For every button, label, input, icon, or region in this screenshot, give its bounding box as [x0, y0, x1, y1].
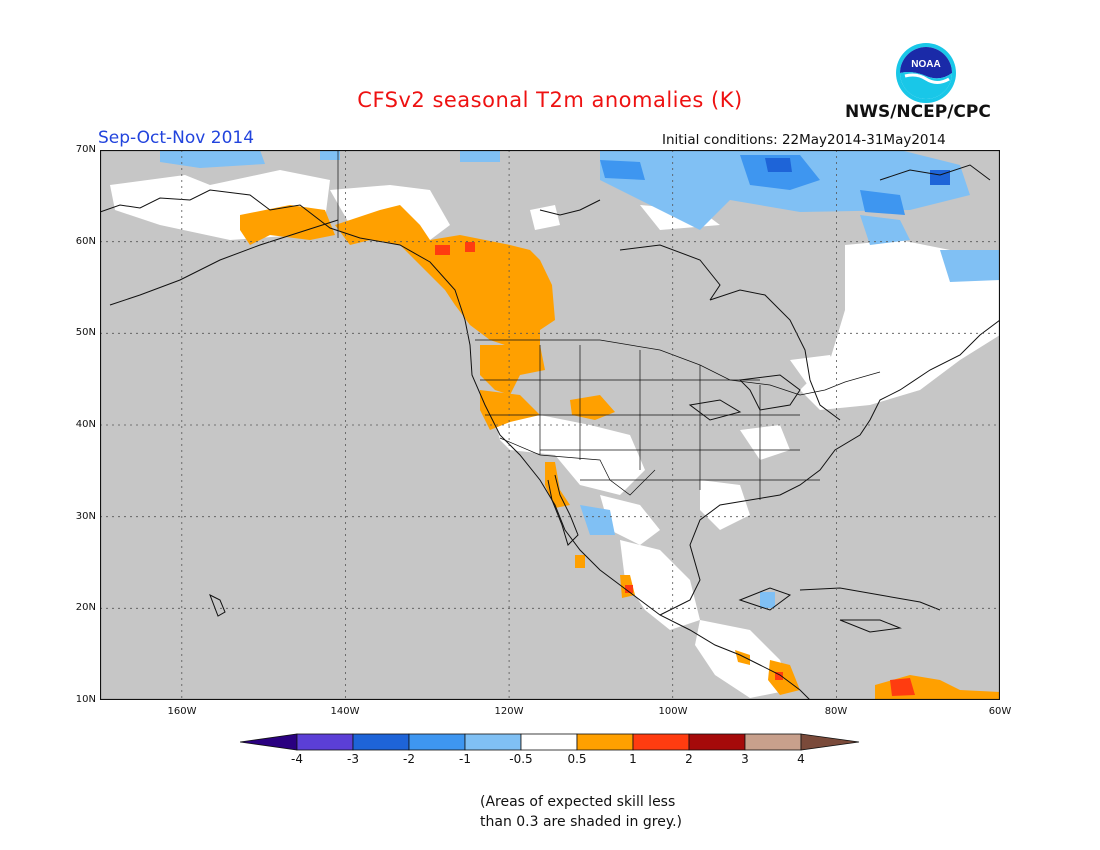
lon-label: 160W: [167, 706, 197, 717]
legend-swatch: [632, 733, 690, 751]
season-label: Sep-Oct-Nov 2014: [98, 128, 255, 148]
legend-swatch: [408, 733, 466, 751]
skill-note-line: (Areas of expected skill less: [480, 794, 676, 810]
grid-lines: [100, 150, 1000, 700]
lat-label: 20N: [75, 602, 96, 613]
legend-label: 2: [685, 752, 693, 766]
noaa-logo: NOAA: [896, 43, 956, 103]
lon-label: 80W: [824, 706, 848, 717]
lat-label: 50N: [75, 327, 96, 338]
legend-swatch: [296, 733, 354, 751]
color-scale-bar: [240, 733, 860, 751]
lat-label: 60N: [75, 236, 96, 247]
initial-conditions-label: Initial conditions: 22May2014-31May2014: [662, 132, 946, 148]
legend-label: -2: [403, 752, 415, 766]
strong-warm-regions: [435, 242, 915, 696]
skill-note-line: than 0.3 are shaded in grey.): [480, 814, 683, 830]
legend-swatch: [464, 733, 522, 751]
lat-label: 70N: [75, 144, 96, 155]
chart-title: CFSv2 seasonal T2m anomalies (K): [357, 88, 743, 112]
legend-swatch: [688, 733, 746, 751]
lat-label: 10N: [75, 694, 96, 705]
moderate-cool-regions: [600, 155, 905, 215]
legend-swatch: [240, 733, 298, 751]
legend-swatch: [744, 733, 802, 751]
legend-label: 0.5: [567, 752, 587, 766]
legend-label: 1: [629, 752, 637, 766]
coastlines: [100, 164, 1000, 700]
lon-label: 140W: [330, 706, 360, 717]
map-frame: [100, 150, 1000, 700]
legend-swatch: [520, 733, 578, 751]
lon-label: 60W: [988, 706, 1012, 717]
lat-label: 40N: [75, 419, 96, 430]
legend-swatch: [352, 733, 410, 751]
legend-label: -4: [291, 752, 303, 766]
legend-swatch: [576, 733, 634, 751]
agency-label: NWS/NCEP/CPC: [845, 102, 991, 122]
legend-label: 3: [741, 752, 749, 766]
legend-label: -3: [347, 752, 359, 766]
legend-label: 4: [797, 752, 805, 766]
skill-note: (Areas of expected skill less than 0.3 a…: [480, 792, 682, 832]
legend-label: -1: [459, 752, 471, 766]
legend-swatch: [800, 733, 860, 751]
legend-label: -0.5: [509, 752, 533, 766]
lon-label: 120W: [494, 706, 524, 717]
borders: [337, 150, 881, 500]
lat-label: 30N: [75, 511, 96, 522]
logo-text: NOAA: [911, 59, 940, 70]
anomaly-map: [100, 150, 1000, 700]
lon-label: 100W: [658, 706, 688, 717]
